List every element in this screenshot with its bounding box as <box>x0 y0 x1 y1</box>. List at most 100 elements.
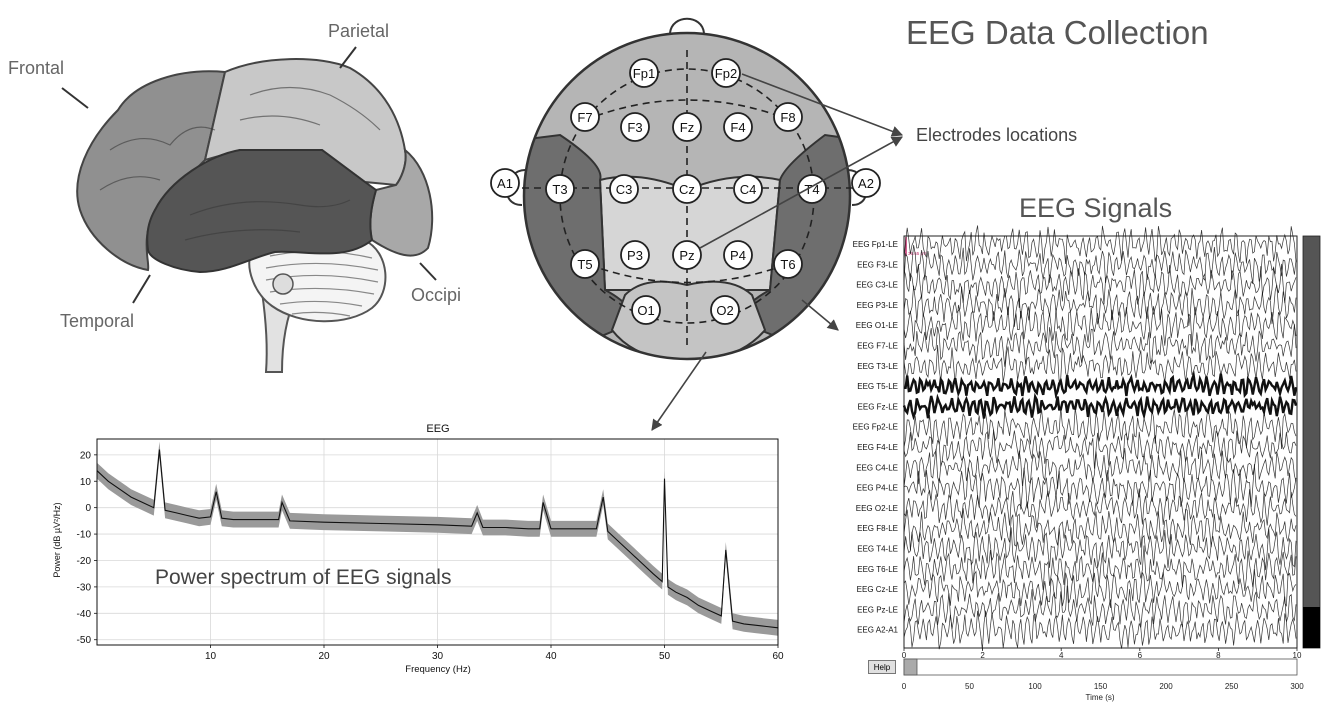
channel-label: EEG F4-LE <box>857 443 898 452</box>
channel-label: EEG P4-LE <box>857 484 898 493</box>
overview-window[interactable] <box>903 658 918 676</box>
x-tick-label: 40 <box>545 651 557 662</box>
scrollbar-thumb[interactable] <box>1303 607 1320 648</box>
eeg-trace <box>903 245 1297 284</box>
temporal-lobe <box>146 149 378 274</box>
temporal-label: Temporal <box>60 311 135 331</box>
electrode-t6: T6 <box>773 249 803 279</box>
channel-label: EEG Fp2-LE <box>853 423 898 432</box>
electrode-marker <box>490 168 520 198</box>
parietal-label: Parietal <box>328 21 390 41</box>
electrode-label: A1 <box>497 176 513 191</box>
electrode-marker <box>545 174 575 204</box>
electrode-marker <box>631 295 661 325</box>
scale-bar-label: 39.65 µV <box>908 251 926 256</box>
channel-label: EEG C3-LE <box>856 281 898 290</box>
overview-tick-label: 200 <box>1159 682 1173 691</box>
signal-scrollbar[interactable] <box>1302 235 1321 649</box>
x-tick-label: 20 <box>318 651 330 662</box>
signal-tick-label: 6 <box>1138 651 1143 660</box>
electrode-p3: P3 <box>620 240 650 270</box>
eeg-trace <box>903 464 1297 510</box>
electrode-marker <box>851 168 881 198</box>
help-button[interactable]: Help <box>868 660 896 674</box>
electrode-map: Fp1 Fp2 F7 F3 Fz F4 F8 A1 T3 C3 Cz C4 T4 A2 T5 P3 Pz P4 T6… <box>490 17 881 361</box>
y-tick-label: -50 <box>77 635 92 646</box>
channel-label: EEG Pz-LE <box>857 605 898 614</box>
signal-tick-label: 8 <box>1216 651 1221 660</box>
y-tick-label: -10 <box>77 530 92 541</box>
electrode-marker <box>711 58 741 88</box>
arrow-to-spectrum <box>651 351 707 431</box>
electrode-c4: C4 <box>733 174 763 204</box>
psd-y-ticks: 20 10 0 -10 -20 -30 -40 -50 <box>77 450 97 646</box>
electrode-label: Pz <box>679 248 694 263</box>
eeg-trace <box>903 610 1297 650</box>
electrode-t4: T4 <box>797 174 827 204</box>
frontal-label: Frontal <box>8 58 65 78</box>
channel-labels: EEG Fp1-LE EEG F3-LE EEG C3-LE EEG P3-LE EEG… <box>853 240 899 635</box>
parietal-leader <box>339 46 357 69</box>
eeg-trace <box>903 324 1297 367</box>
eeg-trace <box>903 508 1297 551</box>
overview-tick-label: 150 <box>1094 682 1108 691</box>
signal-x-ticks: 0 2 4 6 8 10 <box>902 648 1302 660</box>
electrode-p4: P4 <box>723 240 753 270</box>
channel-label: EEG T5-LE <box>857 382 898 391</box>
arrow-to-signals <box>801 299 839 331</box>
main-title: EEG Data Collection <box>906 14 1209 51</box>
electrode-label: F4 <box>730 120 745 135</box>
electrode-pz: Pz <box>672 240 702 270</box>
electrode-label: C4 <box>740 182 757 197</box>
eeg-trace <box>902 392 1298 421</box>
psd-x-ticks: 10 20 30 40 50 60 <box>205 645 784 662</box>
signal-tick-label: 0 <box>902 651 907 660</box>
channel-label: EEG C4-LE <box>856 463 898 472</box>
electrode-label: C3 <box>616 182 633 197</box>
channel-label: EEG Fp1-LE <box>853 240 898 249</box>
electrode-label: F7 <box>577 110 592 125</box>
electrode-marker <box>609 174 639 204</box>
electrode-label: T3 <box>552 182 567 197</box>
electrode-marker <box>710 295 740 325</box>
electrode-label: F3 <box>627 120 642 135</box>
y-tick-label: 10 <box>80 477 92 488</box>
electrode-fp2: Fp2 <box>711 58 741 88</box>
eeg-trace <box>904 370 1298 399</box>
psd-xlabel: Frequency (Hz) <box>405 664 470 675</box>
head-outline <box>522 31 852 361</box>
eeg-trace <box>903 545 1297 591</box>
channel-label: EEG P3-LE <box>857 301 898 310</box>
electrode-f4: F4 <box>723 112 753 142</box>
overview-tick-label: 0 <box>902 682 907 691</box>
electrode-marker <box>672 174 702 204</box>
eeg-trace <box>903 568 1297 609</box>
electrode-layer: Fp1 Fp2 F7 F3 Fz F4 F8 A1 T3 C3 Cz C4 T4 A2 T5 P3 Pz P4 T6… <box>490 58 881 325</box>
temporal-leader <box>132 274 151 304</box>
electrode-t5: T5 <box>570 249 600 279</box>
nose <box>669 17 705 34</box>
electrode-marker <box>570 249 600 279</box>
annotation-arrows <box>651 73 904 431</box>
psd-ylabel: Power (dB µV²/Hz) <box>52 502 62 577</box>
electrode-o2: O2 <box>710 295 740 325</box>
electrode-t3: T3 <box>545 174 575 204</box>
electrode-marker <box>723 240 753 270</box>
electrode-marker <box>733 174 763 204</box>
electrode-f3: F3 <box>620 112 650 142</box>
eeg-trace <box>903 407 1297 450</box>
electrode-label: Fp2 <box>715 66 737 81</box>
channel-label: EEG O2-LE <box>856 504 898 513</box>
electrode-label: P4 <box>730 248 746 263</box>
electrode-label: P3 <box>627 248 643 263</box>
electrode-label: T4 <box>804 182 819 197</box>
channel-label: EEG T6-LE <box>857 565 898 574</box>
signals-title: EEG Signals <box>1019 193 1173 223</box>
electrode-label: A2 <box>858 176 874 191</box>
overview-tick-label: 50 <box>965 682 974 691</box>
overview-bar[interactable] <box>903 658 1298 676</box>
overview-tick-label: 300 <box>1290 682 1304 691</box>
channel-label: EEG F3-LE <box>857 260 898 269</box>
